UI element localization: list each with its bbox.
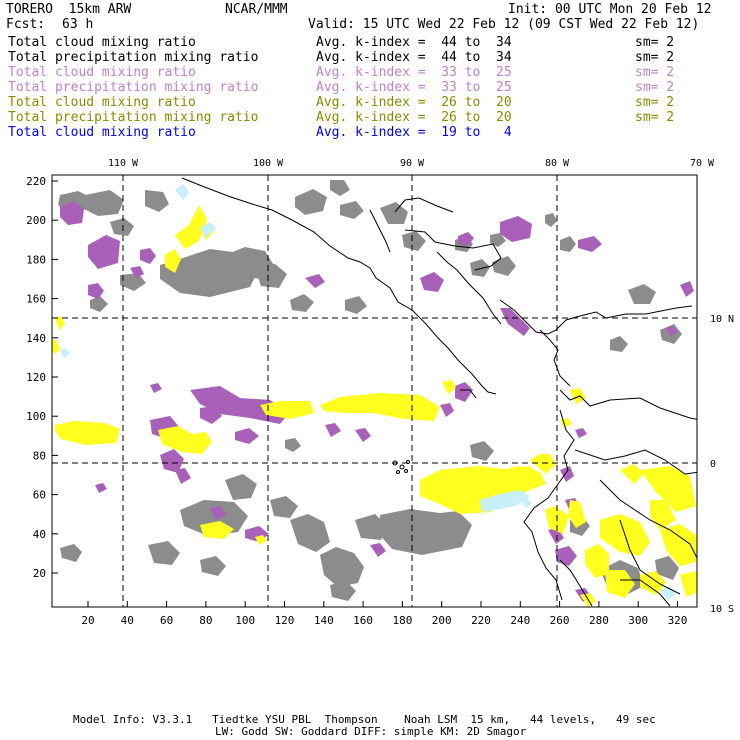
lat-lon-grid <box>52 175 697 607</box>
plot-frame <box>51 174 698 608</box>
y-tick-label: 140 <box>26 332 46 345</box>
physics-info-line: LW: Godd SW: Goddard DIFF: simple KM: 2D… <box>215 725 527 738</box>
smoothing-value: sm= 2 <box>635 65 675 80</box>
y-tick-label: 100 <box>26 410 46 423</box>
coastlines <box>181 177 697 607</box>
field-name: Total precipitation mixing ratio <box>8 80 259 95</box>
y-tick-label: 180 <box>26 253 46 266</box>
forecast-hour: 63 h <box>62 17 94 32</box>
x-tick-label: 260 <box>550 614 570 627</box>
smoothing-value: sm= 2 <box>635 95 675 110</box>
k-index-range: Avg. k-index = 33 to 25 <box>316 65 512 80</box>
smoothing-value: sm= 2 <box>635 80 675 95</box>
x-tick-label: 180 <box>392 614 412 627</box>
x-tick-label: 240 <box>510 614 530 627</box>
valid-time: Valid: 15 UTC Wed 22 Feb 12 (09 CST Wed … <box>308 17 700 32</box>
x-tick-label: 60 <box>160 614 173 627</box>
smoothing-value: sm= 2 <box>635 110 675 125</box>
x-tick-label: 220 <box>471 614 491 627</box>
init-time: Init: 00 UTC Mon 20 Feb 12 <box>508 2 712 17</box>
x-tick-label: 160 <box>353 614 373 627</box>
lon-label: 70 W <box>690 158 715 169</box>
x-tick-label: 140 <box>314 614 334 627</box>
lon-label: 80 W <box>545 158 570 169</box>
organization-label: NCAR/MMM <box>225 2 288 17</box>
x-tick-label: 20 <box>81 614 94 627</box>
field-name: Total cloud mixing ratio <box>8 65 196 80</box>
x-tick-label: 300 <box>628 614 648 627</box>
field-name: Total cloud mixing ratio <box>8 125 196 140</box>
smoothing-value: sm= 2 <box>635 35 675 50</box>
map-figure: 110 W 100 W 90 W 80 W 70 W 10 N 0 10 S <box>26 158 734 627</box>
k-index-range: Avg. k-index = 19 to 4 <box>316 125 512 140</box>
x-tick-label: 200 <box>432 614 452 627</box>
y-tick-label: 60 <box>33 489 46 502</box>
k-index-range: Avg. k-index = 26 to 20 <box>316 95 512 110</box>
k-index-range: Avg. k-index = 44 to 34 <box>316 35 512 50</box>
lon-label: 100 W <box>253 158 284 169</box>
y-tick-label: 20 <box>33 567 46 580</box>
yellow-cloud-areas <box>52 205 697 607</box>
purple-cloud-areas <box>60 201 694 602</box>
forecast-label: Fcst: <box>6 17 46 32</box>
lat-label: 10 S <box>710 604 734 615</box>
field-name: Total precipitation mixing ratio <box>8 50 259 65</box>
smoothing-value: sm= 2 <box>635 50 675 65</box>
k-index-range: Avg. k-index = 44 to 34 <box>316 50 512 65</box>
y-tick-label: 80 <box>33 449 46 462</box>
cyan-cloud-areas <box>60 184 676 600</box>
model-title: TORERO 15km ARW <box>6 2 132 17</box>
lat-label: 10 N <box>710 314 734 325</box>
y-tick-label: 200 <box>26 214 46 227</box>
weather-fields <box>52 177 697 607</box>
x-tick-label: 40 <box>121 614 134 627</box>
x-tick-label: 120 <box>275 614 295 627</box>
y-tick-label: 120 <box>26 371 46 384</box>
model-info-line: Model Info: V3.3.1 Tiedtke YSU PBL Thomp… <box>73 713 656 726</box>
k-index-range: Avg. k-index = 26 to 20 <box>316 110 512 125</box>
lat-label: 0 <box>710 459 716 470</box>
lon-label: 90 W <box>400 158 425 169</box>
y-axis: 220 200 180 160 140 120 100 80 60 40 20 <box>26 175 58 580</box>
y-tick-label: 220 <box>26 175 46 188</box>
field-name: Total cloud mixing ratio <box>8 95 196 110</box>
x-tick-label: 280 <box>589 614 609 627</box>
x-tick-label: 80 <box>199 614 212 627</box>
x-axis: 20 40 60 80 100 120 140 160 180 200 220 240 260 280 30… <box>81 601 687 627</box>
y-tick-label: 40 <box>33 528 46 541</box>
lon-label: 110 W <box>108 158 139 169</box>
field-name: Total precipitation mixing ratio <box>8 110 259 125</box>
islands <box>392 460 410 474</box>
k-index-range: Avg. k-index = 33 to 25 <box>316 80 512 95</box>
field-name: Total cloud mixing ratio <box>8 35 196 50</box>
x-tick-label: 320 <box>668 614 688 627</box>
y-tick-label: 160 <box>26 293 46 306</box>
x-tick-label: 100 <box>235 614 255 627</box>
